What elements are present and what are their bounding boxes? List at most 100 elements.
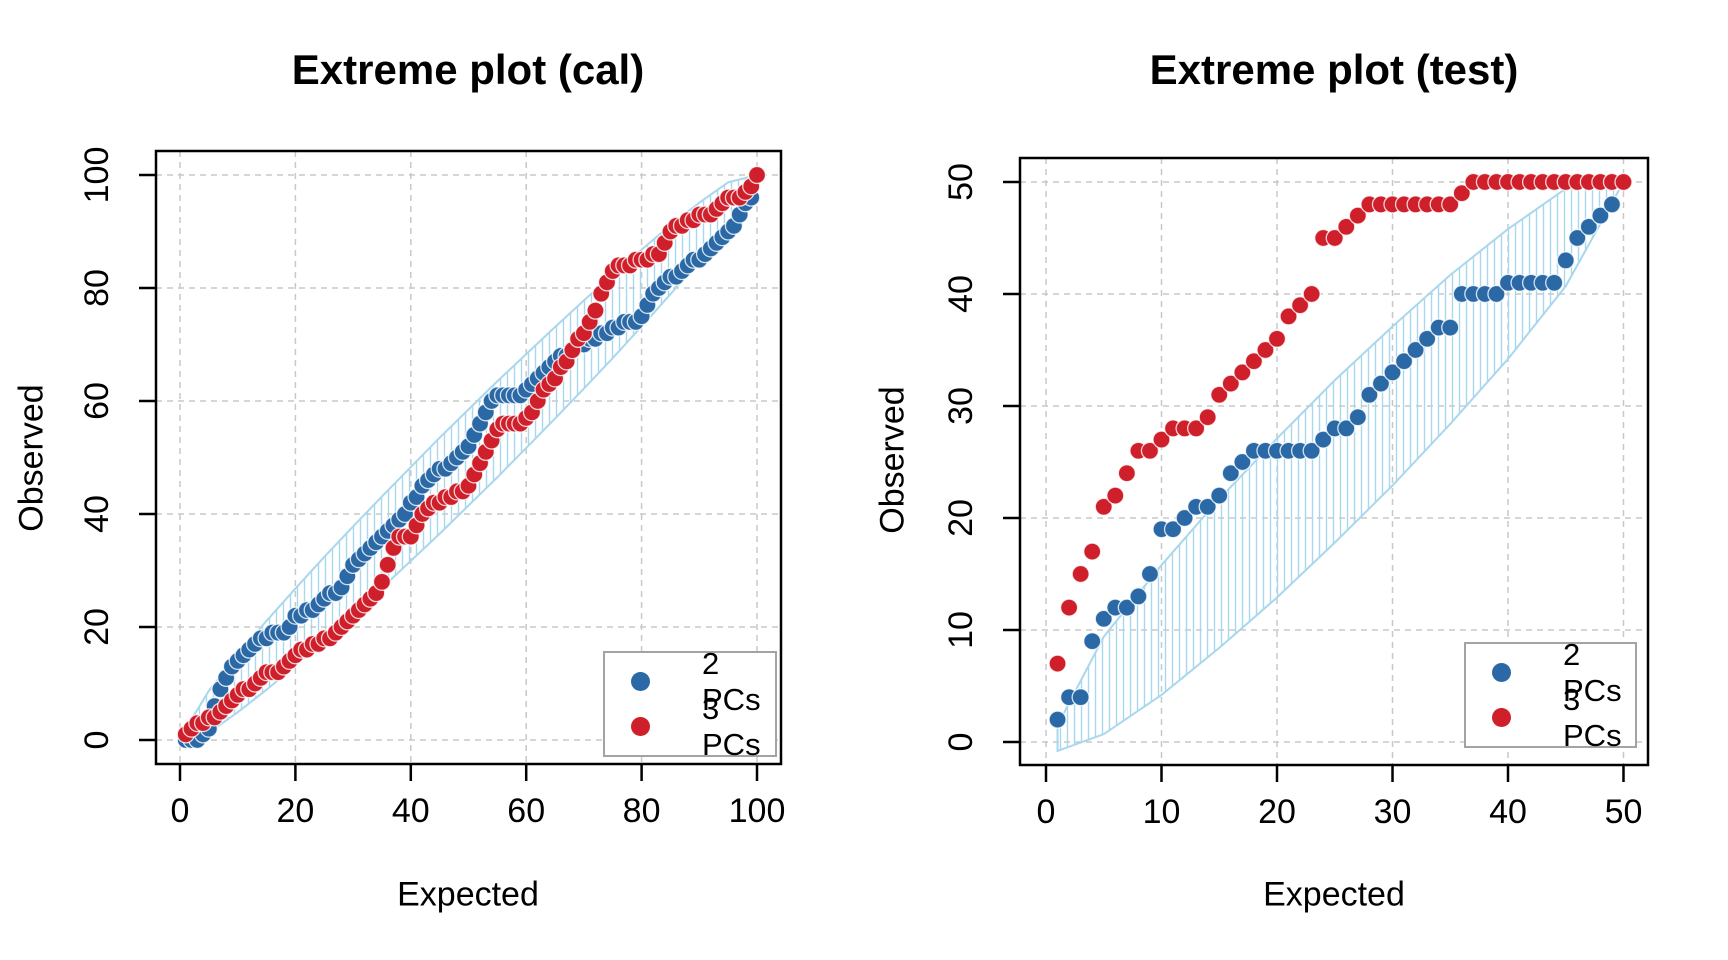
scatter-point-3-pcs (1083, 542, 1102, 561)
scatter-point-3-pcs (586, 301, 605, 320)
scatter-point-2-pcs (1163, 520, 1183, 539)
scatter-point-3-pcs (1198, 408, 1217, 427)
y-axis-tick-label: 80 (78, 269, 116, 307)
scatter-point-3-pcs (1210, 385, 1229, 404)
x-axis-label-test: Expected (1263, 875, 1405, 914)
scatter-point-2-pcs (1337, 419, 1356, 438)
x-axis-tick-label: 80 (623, 792, 661, 830)
scatter-point-2-pcs (1198, 497, 1217, 516)
y-axis-tick-label: 30 (942, 387, 980, 425)
y-axis-tick-label: 0 (78, 731, 116, 750)
legend-dot-red (631, 717, 650, 736)
scatter-point-2-pcs (1221, 464, 1240, 483)
scatter-point-2-pcs (1083, 632, 1102, 651)
scatter-point-3-pcs (747, 165, 767, 185)
y-axis-tick-label: 20 (78, 608, 116, 646)
plot-box (1018, 156, 1650, 767)
scatter-point-2-pcs (1129, 587, 1148, 606)
legend-label: 2 PCs (1563, 636, 1622, 708)
y-axis-tick-label: 20 (942, 499, 980, 537)
legend-dot-red (1492, 708, 1511, 727)
scatter-point-2-pcs (1094, 609, 1113, 628)
legend-dot-blue (1492, 663, 1511, 682)
scatter-point-2-pcs (1048, 710, 1067, 729)
chart-title-test: Extreme plot (test) (1149, 46, 1519, 93)
x-axis-tick-label: 100 (729, 792, 786, 830)
scatter-point-2-pcs (1314, 430, 1333, 449)
y-axis-tick-label: 10 (942, 611, 980, 649)
scatter-point-2-pcs (1175, 508, 1194, 528)
scatter-point-3-pcs (1140, 441, 1160, 460)
scatter-point-3-pcs (1614, 172, 1633, 192)
scatter-point-2-pcs (1556, 251, 1575, 270)
x-axis-tick-label: 40 (1489, 793, 1527, 831)
scatter-point-3-pcs (372, 572, 392, 591)
x-axis-tick-label: 60 (507, 792, 545, 830)
scatter-point-2-pcs (1140, 564, 1160, 584)
x-axis-label-cal: Expected (397, 875, 539, 914)
x-axis-tick-label: 0 (171, 792, 190, 830)
scatter-point-3-pcs (1106, 486, 1125, 505)
scatter-point-2-pcs (1406, 340, 1425, 360)
x-axis-tick-label: 50 (1605, 793, 1643, 831)
scatter-point-2-pcs (1210, 486, 1229, 505)
legend-item-2pcs: 2 PCs (1466, 637, 1635, 708)
legend-label: 3 PCs (702, 690, 761, 762)
legend-test: 2 PCs 3 PCs (1464, 637, 1637, 753)
legend-dot-blue (631, 672, 650, 691)
scatter-point-3-pcs (378, 555, 397, 574)
legend-cal: 2 PCs 3 PCs (603, 646, 777, 762)
plot-box (154, 149, 783, 766)
legend-item-2pcs: 2 PCs (605, 646, 775, 717)
legend-label: 3 PCs (1563, 681, 1622, 753)
scatter-point-3-pcs (1152, 430, 1171, 449)
scatter-point-2-pcs (1568, 228, 1587, 248)
scatter-point-2-pcs (1302, 441, 1321, 460)
scatter-point-3-pcs (1071, 564, 1090, 584)
scatter-point-2-pcs (1441, 318, 1460, 337)
x-axis-tick-label: 40 (392, 792, 430, 830)
scatter-point-3-pcs (1233, 363, 1252, 382)
scatter-point-3-pcs (1302, 284, 1321, 304)
y-axis-tick-label: 60 (78, 382, 116, 420)
scatter-point-3-pcs (1267, 329, 1287, 348)
scatter-point-2-pcs (1602, 195, 1622, 214)
scatter-point-3-pcs (1441, 195, 1460, 214)
scatter-point-2-pcs (1360, 385, 1379, 404)
scatter-point-2-pcs (1233, 452, 1252, 472)
x-axis-tick-label: 30 (1374, 793, 1412, 831)
y-axis-tick-label: 40 (942, 275, 980, 313)
x-axis-tick-label: 0 (1037, 793, 1056, 831)
scatter-point-2-pcs (1591, 206, 1610, 225)
y-axis-label-test: Observed (873, 386, 912, 534)
legend-item-3pcs: 3 PCs (1466, 682, 1635, 753)
chart-title-cal: Extreme plot (cal) (291, 46, 645, 93)
scatter-point-3-pcs (1290, 296, 1310, 315)
y-axis-label-cal: Observed (12, 384, 51, 532)
x-axis-tick-label: 20 (1258, 793, 1296, 831)
scatter-point-2-pcs (1579, 217, 1598, 236)
scatter-point-2-pcs (1545, 273, 1564, 292)
legend-item-3pcs: 3 PCs (605, 691, 775, 762)
y-axis-tick-label: 40 (78, 495, 116, 533)
y-axis-tick-label: 50 (942, 163, 980, 201)
scatter-point-3-pcs (1348, 206, 1367, 225)
scatter-point-3-pcs (1221, 374, 1240, 393)
scatter-point-2-pcs (1371, 374, 1391, 393)
scatter-point-3-pcs (1048, 654, 1067, 673)
scatter-point-3-pcs (1187, 419, 1206, 438)
scatter-point-2-pcs (1394, 352, 1414, 371)
scatter-point-3-pcs (1059, 598, 1079, 617)
scatter-point-2-pcs (1071, 688, 1090, 707)
scatter-point-2-pcs (1348, 408, 1367, 427)
scatter-point-3-pcs (1279, 307, 1298, 326)
scatter-point-2-pcs (1487, 284, 1506, 304)
scatter-point-2-pcs (1418, 329, 1437, 348)
scatter-point-3-pcs (1244, 352, 1264, 371)
legend-label: 2 PCs (702, 645, 761, 717)
scatter-point-3-pcs (1256, 340, 1275, 360)
scatter-point-3-pcs (1337, 217, 1356, 236)
scatter-point-2-pcs (1117, 598, 1136, 617)
